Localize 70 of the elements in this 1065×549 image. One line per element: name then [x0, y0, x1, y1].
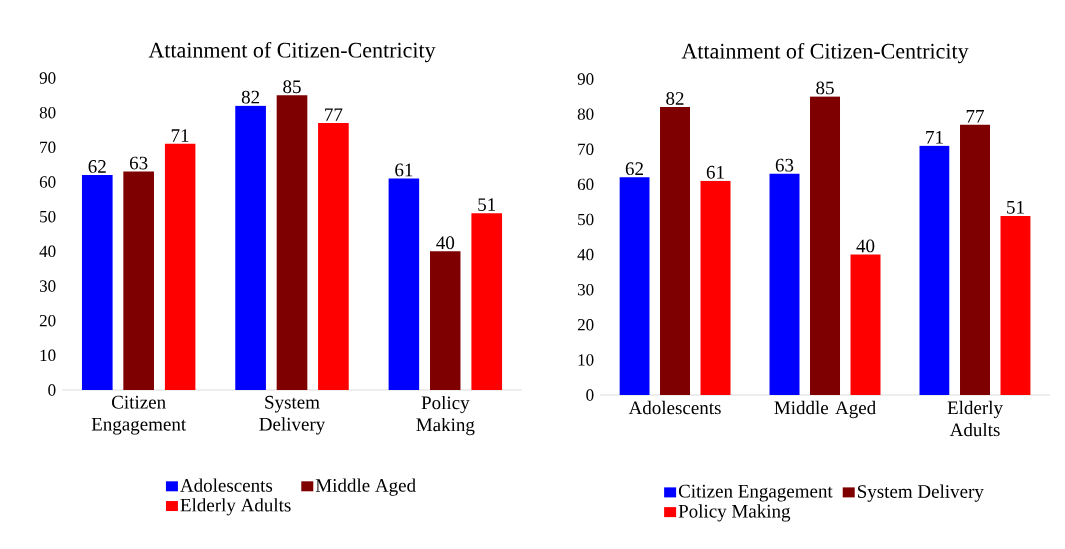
y-tick-label: 70	[40, 141, 56, 154]
data-label: 62	[88, 160, 106, 173]
y-tick-label: 0	[48, 384, 56, 396]
data-label: 82	[241, 90, 260, 104]
legend-label: Elderly Adults	[180, 498, 291, 516]
x-tick-label: System Delivery	[259, 395, 326, 435]
y-tick-label: 0	[586, 389, 594, 401]
y-tick-label: 50	[578, 213, 594, 226]
data-label: 63	[775, 158, 794, 172]
x-tick-label: Elderly Adults	[947, 400, 1003, 437]
bar	[619, 177, 650, 395]
y-tick-label: 40	[577, 248, 594, 261]
legend-label: Middle Aged	[315, 478, 416, 496]
y-tick-label: 20	[577, 319, 594, 331]
data-label: 62	[625, 162, 643, 176]
y-tick-label: 70	[578, 143, 594, 155]
data-label: 71	[926, 130, 943, 144]
bar	[919, 145, 950, 395]
bar	[235, 105, 266, 390]
bar	[164, 143, 196, 390]
data-label: 61	[706, 165, 724, 179]
y-tick-label: 20	[39, 314, 56, 327]
legend-label: Adolescents	[180, 478, 273, 492]
x-tick-label: Adolescents	[628, 400, 721, 415]
bar	[810, 96, 841, 395]
data-label: 63	[129, 156, 148, 170]
bar	[960, 124, 991, 395]
bar	[660, 107, 691, 395]
y-tick-label: 10	[40, 349, 56, 362]
y-tick-label: 40	[39, 245, 56, 258]
bar	[430, 251, 461, 390]
data-label: 77	[966, 110, 984, 123]
y-tick-label: 30	[39, 280, 56, 292]
bar	[700, 180, 731, 395]
bar	[850, 254, 881, 395]
data-label: 77	[325, 108, 343, 121]
bar	[769, 173, 800, 395]
bar	[276, 95, 308, 390]
legend-label: Policy Making	[678, 504, 791, 522]
data-label: 51	[1007, 201, 1024, 214]
bar	[123, 171, 154, 390]
y-tick-label: 80	[39, 106, 56, 119]
y-tick-label: 80	[577, 108, 594, 120]
data-label: 82	[666, 92, 684, 105]
chart-title: Attainment of Citizen-Centricity	[148, 41, 436, 63]
bar	[1000, 215, 1031, 395]
data-label: 40	[856, 239, 875, 253]
y-tick-label: 60	[39, 176, 56, 188]
bar	[318, 123, 349, 390]
y-tick-label: 60	[577, 178, 594, 191]
bar	[388, 178, 420, 390]
chart-title: Attainment of Citizen-Centricity	[681, 42, 969, 64]
legend-label: Citizen Engagement	[678, 484, 833, 502]
y-tick-label: 30	[577, 283, 594, 296]
data-label: 85	[283, 80, 301, 94]
legend-label: System Delivery	[857, 484, 984, 502]
data-label: 51	[478, 198, 496, 211]
y-tick-label: 50	[40, 210, 56, 223]
bar	[81, 175, 113, 390]
bar	[471, 213, 503, 390]
data-label: 85	[816, 81, 834, 95]
y-tick-label: 90	[39, 72, 56, 84]
data-label: 61	[395, 163, 413, 177]
x-tick-label: Middle Aged	[774, 400, 876, 419]
x-tick-label: Citizen Engagement	[91, 395, 187, 435]
y-tick-label: 90	[577, 73, 594, 85]
x-tick-label: Policy Making	[416, 395, 475, 436]
data-label: 71	[171, 129, 189, 142]
y-tick-label: 10	[578, 354, 594, 366]
data-label: 40	[436, 236, 455, 250]
